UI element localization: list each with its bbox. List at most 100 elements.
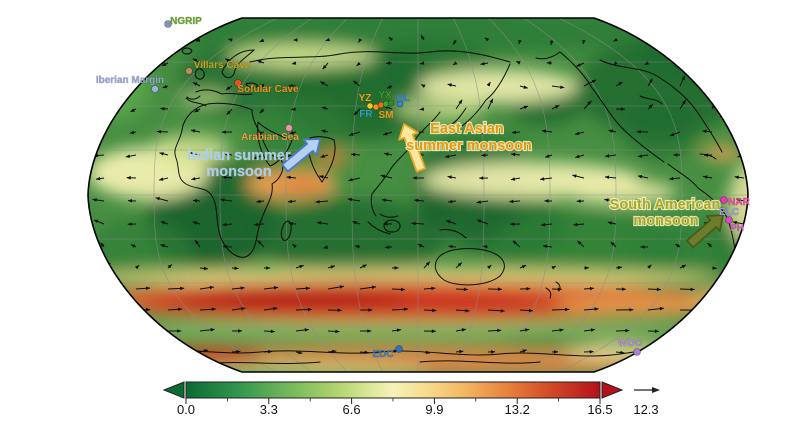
wind-arrow bbox=[321, 106, 329, 110]
wind-arrow bbox=[167, 286, 185, 291]
wind-arrow bbox=[679, 287, 695, 292]
indian-monsoon-label-line2: monsoon bbox=[206, 164, 271, 180]
wind-arrow-head bbox=[385, 245, 390, 249]
wind-arrow bbox=[322, 62, 329, 70]
wind-arrow-head bbox=[487, 265, 492, 270]
wind-arrow-head bbox=[572, 174, 577, 178]
wind-arrow bbox=[157, 129, 169, 134]
wind-arrow bbox=[647, 78, 653, 87]
wind-arrow bbox=[476, 219, 489, 225]
wind-arrow-head bbox=[127, 199, 133, 203]
wind-arrow-head bbox=[620, 107, 625, 111]
site-label-fr: FR bbox=[359, 109, 373, 120]
wind-arrow-head bbox=[458, 99, 463, 104]
wind-arrow bbox=[647, 350, 656, 355]
wind-arrow-head bbox=[315, 199, 320, 204]
wind-arrow bbox=[135, 329, 151, 333]
field-blob bbox=[190, 362, 430, 372]
wind-arrow-head bbox=[236, 349, 241, 354]
wind-arrow-head bbox=[526, 286, 531, 291]
wind-arrow-head bbox=[734, 175, 739, 180]
wind-arrow bbox=[391, 287, 406, 292]
wind-arrow-head bbox=[287, 199, 293, 204]
wind-arrow-head bbox=[347, 197, 353, 202]
wind-arrow-head bbox=[712, 266, 717, 270]
site-label-sofular-cave: Sofular Cave bbox=[237, 84, 299, 95]
wind-arrow bbox=[615, 287, 626, 291]
wind-arrow bbox=[359, 264, 368, 269]
wind-arrow bbox=[510, 177, 521, 181]
wind-arrow bbox=[705, 61, 713, 66]
wind-arrow bbox=[487, 350, 496, 354]
wind-arrow-head bbox=[644, 38, 650, 42]
wind-arrow bbox=[544, 199, 553, 203]
wind-arrow bbox=[257, 60, 265, 64]
wind-arrow-head bbox=[307, 307, 312, 312]
wind-arrow-head bbox=[477, 219, 482, 223]
wind-arrow bbox=[679, 328, 692, 333]
wind-arrow-shaft bbox=[711, 307, 727, 311]
wind-arrow-head bbox=[448, 244, 453, 249]
wind-arrow bbox=[287, 199, 297, 204]
wind-arrow bbox=[383, 222, 393, 226]
wind-arrow-head bbox=[523, 85, 528, 89]
wind-arrow-head bbox=[113, 285, 118, 290]
wind-arrow-head bbox=[195, 38, 201, 42]
wind-arrow-head bbox=[610, 241, 615, 246]
site-dot bbox=[151, 85, 159, 93]
wind-arrow-head bbox=[702, 129, 707, 134]
wind-arrow-head bbox=[573, 222, 578, 227]
wind-arrow bbox=[327, 265, 336, 269]
wind-arrow-head bbox=[482, 245, 488, 249]
wind-arrow bbox=[608, 129, 617, 133]
wind-arrow bbox=[130, 108, 137, 113]
wind-arrow bbox=[540, 222, 553, 227]
wind-arrow bbox=[199, 349, 209, 353]
south-american-monsoon-label-line2: monsoon bbox=[633, 213, 698, 229]
wind-arrow bbox=[423, 350, 431, 355]
wind-arrow-head bbox=[737, 57, 743, 62]
wind-arrow-head bbox=[160, 221, 166, 225]
wind-arrow bbox=[423, 261, 431, 269]
wind-arrow bbox=[352, 80, 361, 87]
wind-arrow-shaft bbox=[132, 38, 137, 41]
wind-arrow-head bbox=[189, 151, 195, 156]
wind-arrow bbox=[583, 328, 596, 332]
wind-arrow-head bbox=[744, 75, 748, 81]
wind-arrow-head bbox=[127, 222, 132, 226]
wind-arrow bbox=[192, 221, 201, 225]
wind-arrow-head bbox=[159, 152, 164, 156]
wind-arrow bbox=[486, 81, 491, 87]
wind-arrow bbox=[644, 38, 650, 43]
wind-arrow bbox=[412, 176, 425, 180]
wind-arrow-head bbox=[220, 198, 225, 202]
indian-monsoon-label-line1: Indian summer bbox=[187, 148, 290, 164]
wind-arrow bbox=[637, 174, 649, 179]
wind-arrow-head bbox=[465, 308, 470, 313]
wind-arrow-head bbox=[241, 306, 246, 311]
wind-arrow-head bbox=[383, 131, 388, 136]
wind-arrow-shaft bbox=[165, 39, 169, 43]
field-blob bbox=[180, 89, 230, 107]
wind-arrow bbox=[519, 328, 530, 332]
wind-arrow bbox=[711, 84, 717, 88]
wind-arrow bbox=[667, 199, 681, 204]
wind-arrow bbox=[223, 244, 233, 249]
wind-arrow-head bbox=[546, 61, 551, 65]
wind-arrow bbox=[551, 350, 559, 354]
wind-arrow bbox=[231, 266, 239, 271]
wind-arrow bbox=[542, 244, 553, 249]
wind-arrow-head bbox=[712, 84, 717, 88]
wind-arrow bbox=[420, 84, 426, 88]
field-blob bbox=[620, 100, 700, 160]
wind-arrow-head bbox=[223, 244, 228, 249]
wind-arrow-head bbox=[575, 154, 580, 159]
wind-arrow-head bbox=[617, 265, 622, 270]
wind-arrow-head bbox=[431, 286, 436, 291]
wind-arrow bbox=[484, 37, 490, 42]
wind-arrow bbox=[583, 266, 589, 270]
wind-arrow-shaft bbox=[743, 328, 748, 332]
wind-arrow bbox=[445, 220, 457, 225]
wind-arrow-head bbox=[115, 307, 120, 312]
wind-arrow-head bbox=[288, 84, 293, 88]
